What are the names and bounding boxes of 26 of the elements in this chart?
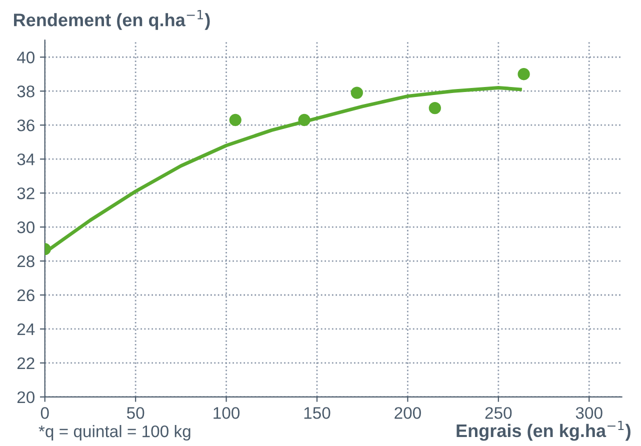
y-tick-label: 38 — [17, 86, 34, 98]
y-tick-label: 40 — [16, 52, 34, 64]
x-tick-label: 100 — [214, 407, 240, 419]
point — [229, 114, 242, 126]
y-tick-label: 26 — [17, 289, 34, 302]
x-axis-title: Engrais (en kg.ha$^{−1}$) — [456, 420, 630, 441]
text: *q = quintal = 100 kg — [38, 425, 190, 441]
x-tick-label: 0 — [40, 407, 49, 419]
point — [350, 86, 363, 99]
y-tick-label: 30 — [17, 221, 34, 234]
y-tick-label: 24 — [17, 323, 35, 336]
x-tick-label: 150 — [304, 407, 330, 419]
y-tick-label: 32 — [17, 187, 34, 200]
x-tick-label: 50 — [126, 407, 144, 419]
y-tick-label: 20 — [17, 391, 34, 404]
y-tick-label: 36 — [17, 119, 34, 132]
point — [428, 102, 441, 114]
x-tick-label: 200 — [394, 407, 421, 419]
y-tick-label: 22 — [17, 357, 34, 369]
point — [518, 68, 530, 80]
y-axis-title: Rendement (en q.ha$^{−1}$) — [14, 10, 210, 30]
x-tick-label: 250 — [485, 407, 512, 419]
y-tick-label: 28 — [17, 255, 34, 268]
y-tick-label: 34 — [17, 153, 35, 166]
point — [298, 114, 310, 126]
x-tick-label: 300 — [576, 407, 602, 419]
